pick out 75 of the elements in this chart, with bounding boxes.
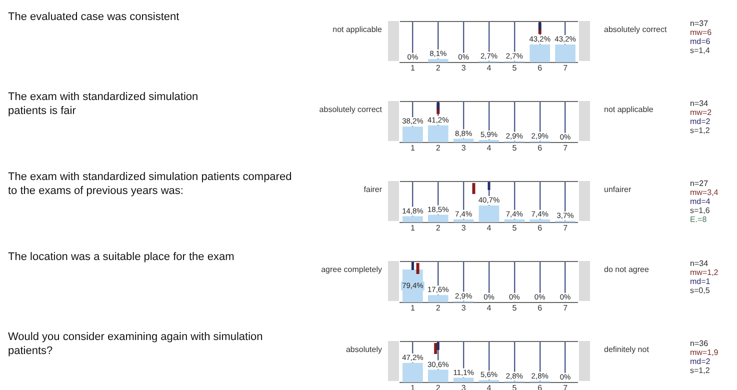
x-tick-label: 7: [563, 63, 568, 72]
x-tick-label: 3: [461, 223, 466, 232]
x-tick-label: 4: [486, 223, 492, 232]
text: n=27: [690, 179, 710, 188]
bar: [402, 362, 423, 382]
text: The evaluated case was consistent: [8, 10, 180, 24]
text: md=6: [690, 37, 712, 46]
text: mw=1,9: [690, 348, 718, 357]
x-tick-label: 5: [512, 143, 518, 152]
text: md=2: [690, 117, 712, 126]
x-tick-label: 5: [512, 303, 518, 312]
bar: [428, 125, 448, 142]
x-tick-label: 6: [538, 63, 543, 72]
x-tick-label: 6: [538, 303, 543, 312]
x-tick-label: 4: [486, 303, 492, 312]
text: s=1,6: [690, 206, 711, 215]
text: mw=3,4: [690, 188, 718, 197]
x-tick-label: 1: [410, 303, 416, 312]
x-tick-label: 3: [461, 63, 466, 72]
text: md=4: [690, 197, 712, 206]
text: n=34: [690, 259, 710, 268]
text: E.=8: [690, 215, 708, 224]
x-tick-label: 3: [461, 143, 466, 152]
text: md=2: [690, 357, 712, 366]
x-tick-label: 6: [538, 143, 543, 152]
text: definitely not: [604, 345, 650, 354]
x-tick-label: 5: [512, 63, 518, 72]
x-tick-label: 5: [512, 223, 518, 232]
text: mw=1,2: [690, 268, 718, 277]
x-tick-label: 2: [436, 223, 441, 232]
text: n=36: [690, 339, 710, 348]
text: do not agree: [604, 265, 650, 274]
bar: [402, 126, 423, 142]
bar: [428, 214, 448, 222]
text: absolutely correct: [604, 25, 668, 34]
text: n=34: [690, 99, 710, 108]
text: fairer: [362, 185, 382, 194]
x-tick-label: 6: [538, 223, 543, 232]
x-tick-label: 7: [563, 383, 568, 390]
bar: [402, 216, 423, 222]
x-tick-label: 7: [563, 303, 568, 312]
text: s=1,2: [690, 366, 711, 375]
x-tick-label: 1: [410, 223, 416, 232]
x-tick-label: 4: [486, 143, 492, 152]
x-tick-label: 2: [436, 303, 441, 312]
text: The exam with standardized simulation patients is fair: [8, 90, 200, 118]
x-tick-label: 7: [563, 223, 568, 232]
text: mw=2: [690, 108, 712, 117]
x-tick-label: 2: [436, 383, 441, 390]
text: mw=6: [690, 28, 712, 37]
text: The location was a suitable place for the exam: [8, 250, 236, 264]
text: unfairer: [604, 185, 632, 194]
text: n=37: [690, 19, 710, 28]
text: Would you consider examining again with simulation patients?: [8, 330, 264, 358]
text: not applicable: [604, 105, 654, 114]
x-tick-label: 3: [461, 303, 466, 312]
text: The exam with standardized simulation patients compared to the exams of previous years was:: [8, 170, 293, 198]
x-tick-label: 7: [563, 143, 568, 152]
text: agree completely: [320, 265, 382, 274]
text: s=1,2: [690, 126, 711, 135]
x-tick-label: 1: [410, 383, 416, 390]
x-tick-label: 1: [410, 143, 416, 152]
text: s=1,4: [690, 46, 711, 55]
x-tick-label: 4: [486, 63, 492, 72]
x-tick-label: 4: [486, 383, 492, 390]
text: s=0,5: [690, 286, 711, 295]
x-tick-label: 2: [436, 143, 441, 152]
text: not applicable: [332, 25, 382, 34]
text: md=1: [690, 277, 712, 286]
text: absolutely: [344, 345, 382, 354]
bar: [478, 206, 500, 222]
x-tick-label: 2: [436, 63, 441, 72]
x-tick-label: 1: [410, 63, 416, 72]
bar: [428, 370, 448, 382]
text: absolutely correct: [318, 105, 382, 114]
